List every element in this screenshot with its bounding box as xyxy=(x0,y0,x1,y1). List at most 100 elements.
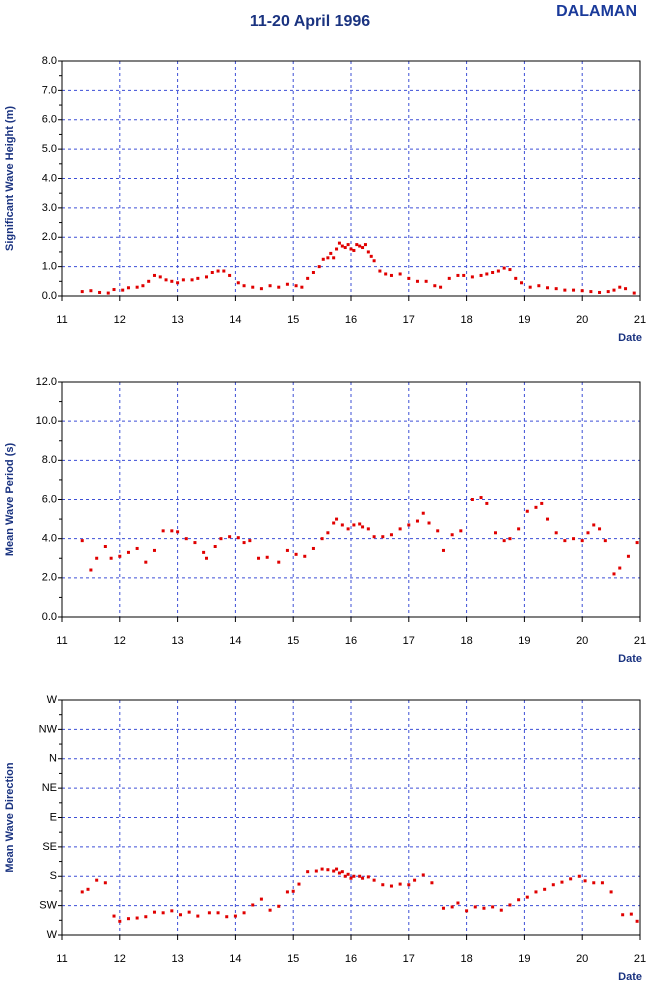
y-tick-label: 1.0 xyxy=(42,261,57,273)
point xyxy=(479,273,483,277)
point xyxy=(187,910,191,914)
x-tick-label: 13 xyxy=(171,314,183,326)
point xyxy=(554,287,558,291)
point xyxy=(603,539,607,543)
point xyxy=(589,290,593,294)
y-axis-label: Mean Wave Direction xyxy=(4,762,16,873)
point xyxy=(366,527,370,531)
point xyxy=(80,890,84,894)
y-tick-label: 2.0 xyxy=(42,231,57,243)
point xyxy=(508,268,512,272)
point xyxy=(629,912,633,916)
x-tick-label: 12 xyxy=(114,314,126,326)
point xyxy=(158,275,162,279)
point xyxy=(314,869,318,873)
point xyxy=(306,276,310,280)
point xyxy=(285,548,289,552)
point xyxy=(213,545,217,548)
point xyxy=(121,288,125,292)
y-tick-label: 2.0 xyxy=(42,572,57,584)
point xyxy=(103,545,107,548)
point xyxy=(343,246,347,250)
point xyxy=(569,877,573,881)
point xyxy=(118,919,122,923)
x-tick-label: 18 xyxy=(460,314,472,326)
point xyxy=(311,546,315,550)
point xyxy=(543,887,547,891)
point xyxy=(563,288,567,292)
point xyxy=(294,552,298,556)
point xyxy=(592,881,596,885)
point xyxy=(332,256,336,260)
point xyxy=(205,556,208,560)
point xyxy=(228,273,232,277)
point xyxy=(109,556,113,560)
point xyxy=(491,271,495,274)
point xyxy=(361,246,365,250)
y-tick-label: 10.0 xyxy=(36,415,57,427)
point xyxy=(144,560,148,564)
point xyxy=(499,908,503,912)
point xyxy=(89,289,93,293)
point xyxy=(80,290,84,294)
point xyxy=(572,288,576,292)
y-tick-label: NE xyxy=(42,782,57,794)
y-axis-label: Significant Wave Height (m) xyxy=(4,106,16,251)
point xyxy=(381,883,385,887)
point xyxy=(366,250,370,254)
point xyxy=(285,282,289,286)
point xyxy=(470,498,474,501)
point xyxy=(389,273,393,277)
point xyxy=(612,288,616,292)
point xyxy=(407,883,411,887)
x-tick-label: 21 xyxy=(634,635,646,647)
point xyxy=(372,259,376,263)
point xyxy=(257,556,261,560)
y-axis-label: Mean Wave Period (s) xyxy=(4,443,16,557)
point xyxy=(346,527,350,531)
point xyxy=(465,909,469,913)
point xyxy=(485,272,489,276)
point xyxy=(291,889,295,893)
point xyxy=(265,555,269,559)
y-tick-label: 6.0 xyxy=(42,114,57,126)
point xyxy=(517,898,521,902)
point xyxy=(112,288,116,292)
point xyxy=(361,525,365,529)
x-tick-label: 15 xyxy=(287,635,299,647)
y-tick-label: W xyxy=(47,929,58,941)
point xyxy=(534,890,538,894)
point xyxy=(491,905,495,909)
point xyxy=(184,537,188,541)
point xyxy=(398,272,402,276)
point xyxy=(618,285,622,289)
point xyxy=(259,897,263,901)
point xyxy=(482,906,486,910)
point xyxy=(277,560,281,564)
point xyxy=(447,276,451,280)
point xyxy=(528,285,532,289)
point xyxy=(624,287,628,291)
point xyxy=(141,284,145,288)
point xyxy=(369,254,373,258)
point xyxy=(346,243,350,247)
x-tick-label: 14 xyxy=(229,953,241,965)
y-tick-label: 0.0 xyxy=(42,290,57,302)
point xyxy=(502,266,506,270)
station: DALAMAN xyxy=(556,3,637,20)
point xyxy=(233,914,237,918)
point xyxy=(415,279,419,283)
point xyxy=(598,290,602,294)
point xyxy=(170,279,174,283)
point xyxy=(222,269,226,273)
point xyxy=(343,874,347,878)
point xyxy=(320,867,324,871)
point xyxy=(494,531,497,535)
point xyxy=(337,241,341,245)
point xyxy=(389,533,393,537)
point xyxy=(300,285,304,289)
point xyxy=(242,284,246,288)
point xyxy=(621,913,625,917)
point xyxy=(196,914,200,918)
